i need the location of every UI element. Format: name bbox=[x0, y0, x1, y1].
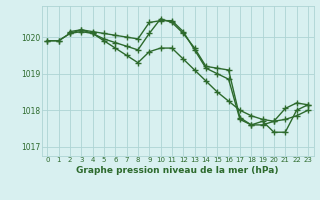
X-axis label: Graphe pression niveau de la mer (hPa): Graphe pression niveau de la mer (hPa) bbox=[76, 166, 279, 175]
